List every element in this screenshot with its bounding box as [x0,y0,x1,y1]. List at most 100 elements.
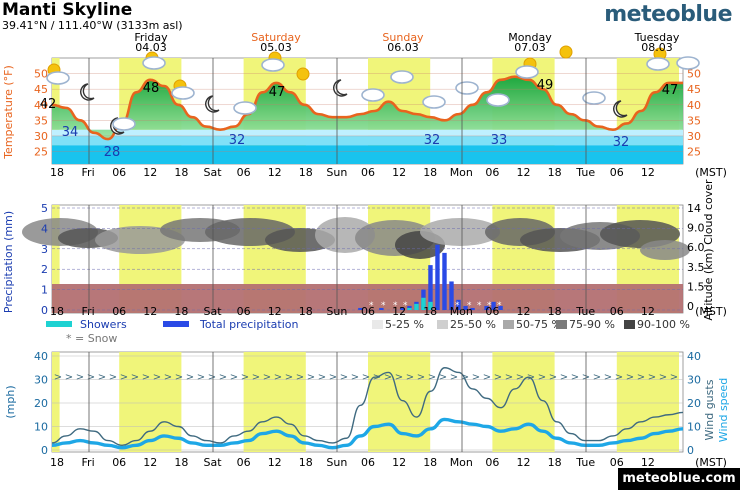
time-tick-label: 06 [361,456,375,469]
precip-axis-label: Precipitation (mm) [2,211,15,313]
temperature-panel: 25 25 30 30 35 35 40 40 45 45 50 50 Temperature (°F)… [2,31,701,165]
wind-direction-arrow: > [549,372,557,383]
day-date-label: 06.03 [387,41,419,54]
wind-direction-arrow: > [571,372,579,383]
total-precip-bar [463,305,468,310]
cloud-icon [486,93,510,107]
footer-brand[interactable]: meteoblue.com [618,468,740,490]
page-title: Manti Skyline [2,0,133,20]
wind-direction-arrow: > [560,372,568,383]
day-date-label: 04.03 [135,41,167,54]
sun-icon [296,67,310,81]
time-axes: 18 Fri 06 12 18 Sat 06 12 18 Sun 06 12 18 Mon 06 12 18 Tu… [50,58,727,469]
precip-tick: 2 [41,263,48,276]
wind-gusts-line [51,367,684,447]
day-date-label: 05.03 [260,41,292,54]
total-precip-bar [470,307,475,310]
snow-marker: * [487,301,492,311]
wind-direction-arrow: > [340,372,348,383]
wind-direction-arrow: > [516,372,524,383]
cloud-icon [676,56,700,70]
wind-direction-arrow: > [296,372,304,383]
time-tick-label: 18 [299,166,313,179]
time-unit-label: (MST) [695,166,727,179]
time-tick-label: 18 [50,305,64,318]
wind-direction-arrow: > [87,372,95,383]
wind-direction-arrow: > [450,372,458,383]
total-precip-bar [498,305,503,310]
time-tick-label: 12 [392,305,406,318]
cloud-icon [582,91,606,105]
wind-speed-axis-label: Wind speed [717,378,730,442]
wind-direction-arrow: > [164,372,172,383]
cloud-icon [422,95,446,109]
total-precip-bar [400,307,405,310]
wind-direction-arrow: > [362,372,370,383]
time-unit-label: (MST) [695,305,727,318]
time-tick-label: 06 [610,456,624,469]
total-precip-bar [358,307,363,310]
precip-tick: 1 [41,284,48,297]
temperature-axis-label: Temperature (°F) [2,65,15,160]
temperature-value-label: 32 [229,133,246,148]
time-tick-label: 06 [610,305,624,318]
total-precip-bar [379,307,384,310]
day-name-label: Friday [134,31,168,44]
wind-direction-arrow: > [120,372,128,383]
cloud-legend-label: 90-100 % [637,318,690,331]
wind-direction-arrow: > [76,372,84,383]
time-tick-label: Tue [575,456,595,469]
time-tick-label: 12 [517,456,531,469]
wind-tick-right: 40 [687,350,701,363]
legend-showers-swatch [46,321,72,327]
daylight-band [492,352,555,452]
legend-snow-label: * = Snow [66,332,117,345]
time-tick-label: Tue [575,166,595,179]
total-precip-bar [442,252,447,310]
wind-direction-arrow: > [406,372,414,383]
wind-direction-arrow: > [98,372,106,383]
time-tick-label: 06 [485,305,499,318]
cloud-icon [233,101,257,115]
location-coordinates: 39.41°N / 111.40°W (3133m asl) [2,19,183,32]
time-tick-label: 12 [392,166,406,179]
wind-direction-arrow: > [670,372,678,383]
day-name-label: Tuesday [634,31,680,44]
total-precip-bar [484,305,489,310]
day-name-label: Saturday [251,31,301,44]
altitude-tick: 3.5 [687,261,705,274]
temperature-tick-left: 50 [34,68,48,81]
moon-icon [80,83,95,101]
wind-direction-arrow: > [65,372,73,383]
cloud-icon [112,117,136,131]
precip-tick: 0 [41,304,48,317]
moon-icon [205,95,220,113]
time-tick-label: 18 [299,456,313,469]
cloud-cover-blob [640,240,690,260]
wind-direction-arrow: > [131,372,139,383]
wind-direction-arrow: > [483,372,491,383]
moon-icon [613,100,628,118]
snow-marker: * [369,301,374,311]
temperature-tick-right: 45 [687,83,701,96]
wind-direction-arrow: > [494,372,502,383]
legend-precip-label: Total precipitation [199,318,299,331]
day-name-label: Sunday [382,31,424,44]
day-date-label: 07.03 [514,41,546,54]
time-tick-label: 06 [361,166,375,179]
cold-temperature-band [52,135,683,146]
time-tick-label: Tue [575,305,595,318]
legend-showers-label: Showers [80,318,127,331]
wind-gusts-axis-label: Wind gusts [703,379,716,440]
wind-tick-left: 40 [34,350,48,363]
wind-direction-arrow: > [329,372,337,383]
time-tick-label: 12 [268,166,282,179]
time-tick-label: 06 [112,456,126,469]
altitude-tick: 9.0 [687,222,705,235]
time-tick-label: 18 [423,305,437,318]
wind-tick-left: 30 [34,374,48,387]
brand-logo[interactable]: meteoblue [604,2,732,27]
altitude-tick: 6.0 [687,241,705,254]
